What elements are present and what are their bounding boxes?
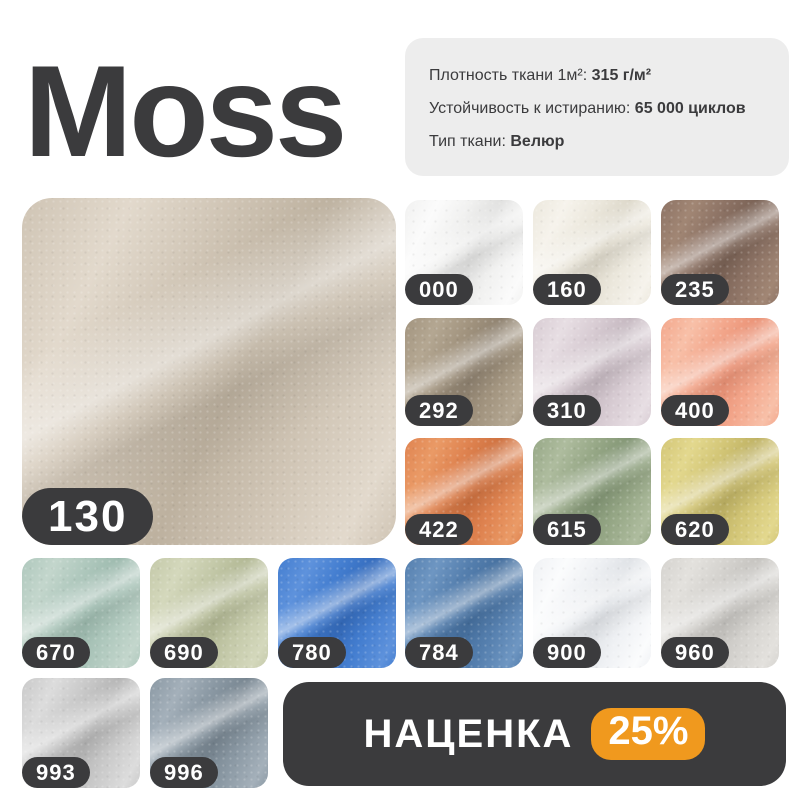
spec-fabric-type: Тип ткани: Велюр xyxy=(429,125,771,158)
fabric-swatch-690: 690 xyxy=(150,558,268,668)
swatch-code-badge: 292 xyxy=(405,395,473,426)
swatch-code-badge: 000 xyxy=(405,274,473,305)
swatch-code-badge: 615 xyxy=(533,514,601,545)
swatch-code-badge: 690 xyxy=(150,637,218,668)
spec-value: 65 000 циклов xyxy=(634,100,746,117)
fabric-swatch-900: 900 xyxy=(533,558,651,668)
fabric-swatch-993: 993 xyxy=(22,678,140,788)
fabric-swatch-160: 160 xyxy=(533,200,651,305)
markup-promo-badge: НАЦЕНКА 25% xyxy=(283,682,786,786)
spec-label: Устойчивость к истиранию: xyxy=(429,100,631,117)
fabric-swatch-784: 784 xyxy=(405,558,523,668)
swatch-code-badge: 960 xyxy=(661,637,729,668)
fabric-swatch-620: 620 xyxy=(661,438,779,545)
fabric-swatch-422: 422 xyxy=(405,438,523,545)
fabric-specs-card: Плотность ткани 1м²: 315 г/м² Устойчивос… xyxy=(405,38,789,176)
promo-label: НАЦЕНКА xyxy=(363,711,574,756)
fabric-swatch-670: 670 xyxy=(22,558,140,668)
spec-label: Плотность ткани 1м²: xyxy=(429,67,588,84)
featured-fabric-swatch: 130 xyxy=(22,198,396,545)
fabric-swatch-780: 780 xyxy=(278,558,396,668)
swatch-code-badge: 670 xyxy=(22,637,90,668)
swatch-code-badge: 130 xyxy=(22,488,154,545)
swatch-code-badge: 784 xyxy=(405,637,473,668)
fabric-swatch-235: 235 xyxy=(661,200,779,305)
fabric-swatch-310: 310 xyxy=(533,318,651,426)
spec-value: 315 г/м² xyxy=(591,67,652,84)
swatch-code-badge: 422 xyxy=(405,514,473,545)
fabric-swatch-996: 996 xyxy=(150,678,268,788)
swatch-code-badge: 310 xyxy=(533,395,601,426)
swatch-code-badge: 780 xyxy=(278,637,346,668)
fabric-swatch-615: 615 xyxy=(533,438,651,545)
swatch-code-badge: 235 xyxy=(661,274,729,305)
fabric-title: Moss xyxy=(24,38,347,184)
spec-abrasion: Устойчивость к истиранию: 65 000 циклов xyxy=(429,92,771,125)
fabric-swatch-292: 292 xyxy=(405,318,523,426)
swatch-code-badge: 620 xyxy=(661,514,729,545)
fabric-swatch-400: 400 xyxy=(661,318,779,426)
fabric-swatch-960: 960 xyxy=(661,558,779,668)
spec-density: Плотность ткани 1м²: 315 г/м² xyxy=(429,59,771,92)
swatch-code-badge: 996 xyxy=(150,757,218,788)
spec-label: Тип ткани: xyxy=(429,133,506,150)
promo-percent-pill: 25% xyxy=(591,708,706,760)
swatch-code-badge: 993 xyxy=(22,757,90,788)
swatch-code-badge: 400 xyxy=(661,395,729,426)
swatch-code-badge: 900 xyxy=(533,637,601,668)
swatch-code-badge: 160 xyxy=(533,274,601,305)
spec-value: Велюр xyxy=(510,133,565,150)
fabric-swatch-000: 000 xyxy=(405,200,523,305)
